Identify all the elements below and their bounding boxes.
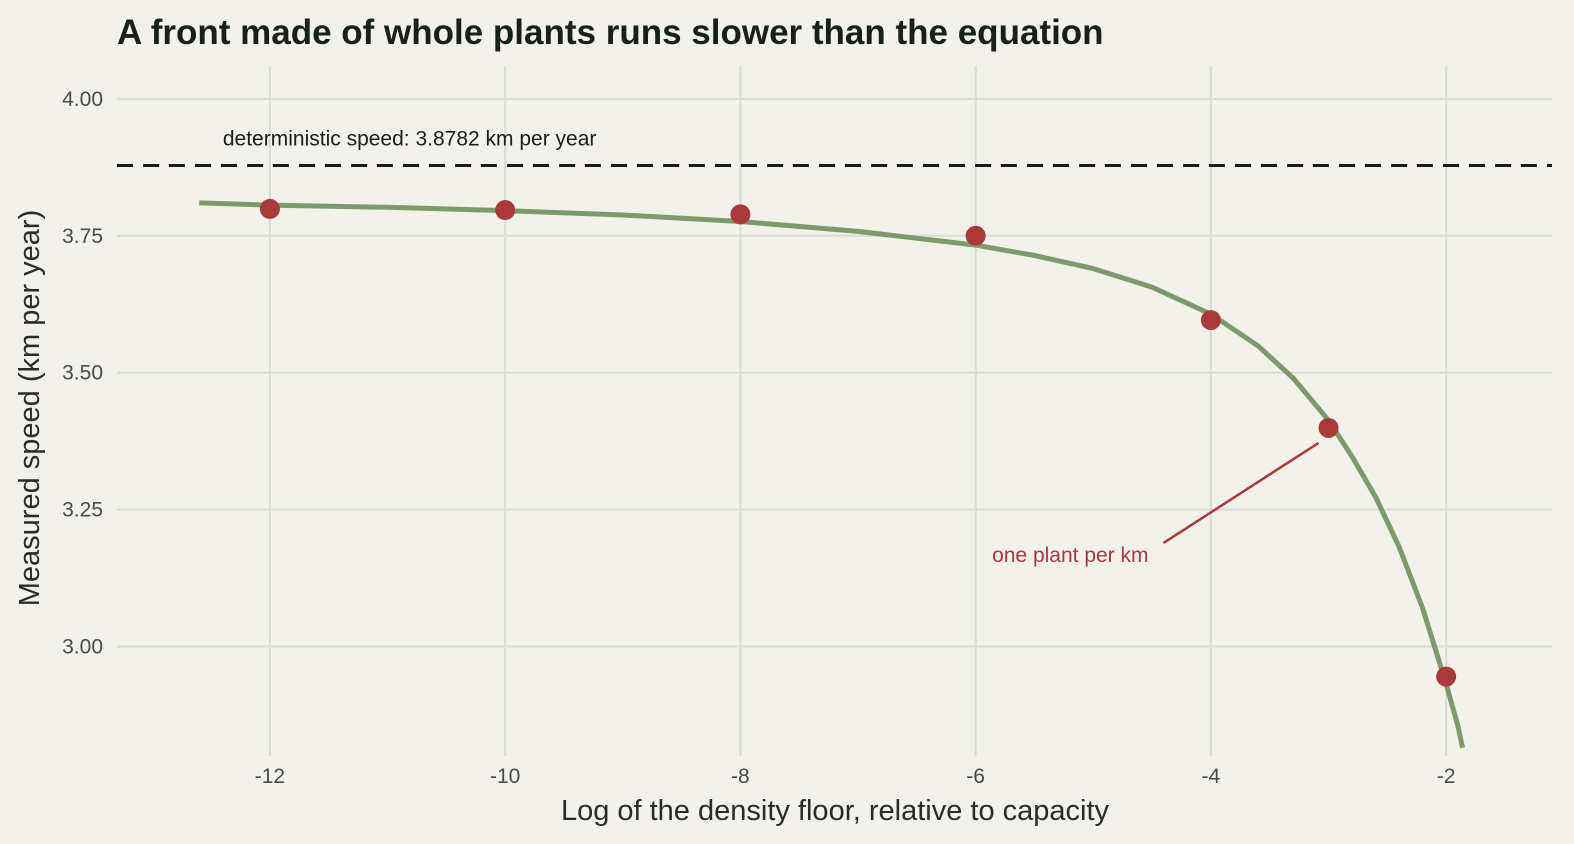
point-layer: [259, 198, 1457, 687]
data-point: [730, 204, 751, 225]
tick-label-layer: -12 -10 -8 -6 -4 -2 3.00 3.25 3.50 3.75 4.00: [62, 88, 1455, 788]
y-tick-label: 3.25: [62, 499, 103, 522]
data-point: [1200, 310, 1221, 331]
annotation-label: one plant per km: [992, 544, 1148, 567]
data-point: [495, 200, 516, 221]
annotation-leader-line: [1162, 441, 1320, 545]
x-tick-label: -4: [1202, 765, 1221, 788]
fitted-curve: [199, 200, 1466, 749]
grid-layer: [117, 66, 1552, 756]
x-tick-label: -10: [490, 765, 520, 788]
reference-layer: deterministic speed: 3.8782 km per year: [117, 128, 1552, 168]
curve-layer: [199, 200, 1466, 749]
data-point: [965, 225, 986, 246]
x-axis-title: Log of the density floor, relative to ca…: [561, 795, 1110, 827]
chart-title: A front made of whole plants runs slower…: [117, 13, 1104, 52]
y-tick-label: 3.00: [62, 635, 103, 658]
data-point: [1436, 666, 1457, 687]
x-tick-label: -2: [1437, 765, 1456, 788]
data-point: [259, 198, 280, 219]
annotation-layer: one plant per km: [992, 441, 1320, 567]
y-tick-label: 3.75: [62, 225, 103, 248]
x-tick-label: -6: [966, 765, 985, 788]
x-tick-label: -12: [255, 765, 285, 788]
y-axis-title: Measured speed (km per year): [14, 210, 46, 607]
reference-line-label: deterministic speed: 3.8782 km per year: [223, 128, 597, 151]
x-tick-label: -8: [731, 765, 750, 788]
y-tick-label: 4.00: [62, 88, 103, 111]
data-point: [1318, 417, 1339, 438]
y-tick-label: 3.50: [62, 362, 103, 385]
